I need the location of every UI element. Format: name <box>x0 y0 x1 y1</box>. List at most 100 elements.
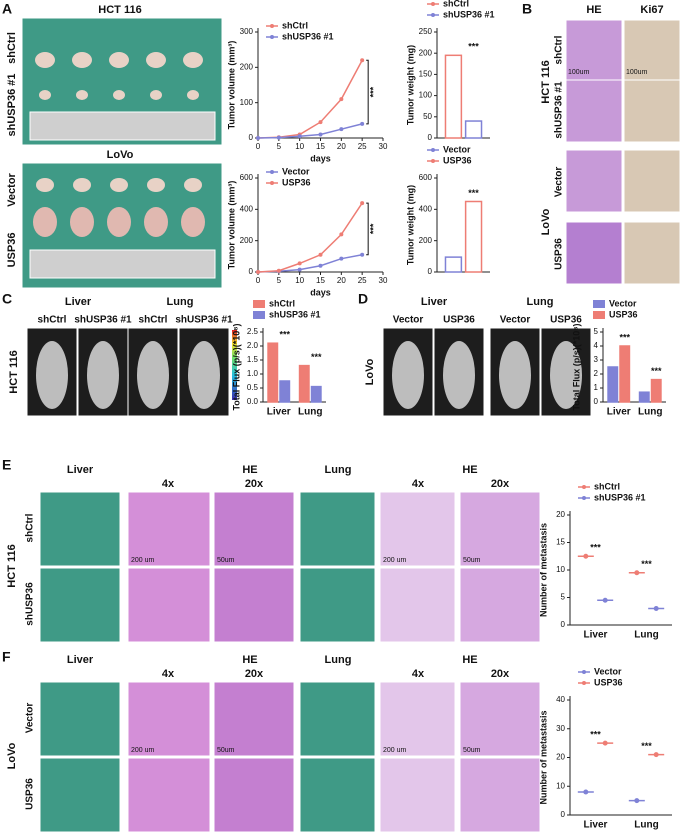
bar <box>650 378 662 403</box>
y-tick-label: 1.5 <box>247 355 259 364</box>
bar <box>638 391 650 403</box>
label: LoVo <box>364 358 376 385</box>
x-tick-label: 0 <box>256 276 261 285</box>
label: 4x <box>162 478 175 490</box>
label: Vector <box>6 172 18 206</box>
label: HCT 116 <box>8 350 20 393</box>
label: Vector <box>554 167 565 198</box>
tissue-image <box>39 567 121 643</box>
tumor <box>107 207 131 237</box>
tumor <box>73 178 91 192</box>
x-tick-label: 30 <box>379 142 388 151</box>
y-tick-label: 2.5 <box>247 327 259 336</box>
bar <box>619 345 631 403</box>
tumor <box>150 90 162 100</box>
series-line <box>257 202 363 273</box>
tissue-image <box>213 491 295 567</box>
y-tick-label: 0 <box>428 133 433 142</box>
x-tick-label: 25 <box>358 276 367 285</box>
he-stain <box>565 149 623 213</box>
tissue-image <box>459 757 541 833</box>
x-tick-label: Lung <box>298 407 322 418</box>
y-tick-label: 0 <box>594 397 599 406</box>
label: shCtrl <box>25 513 36 542</box>
legend-label: shUSP36 #1 <box>282 31 334 41</box>
label: 4x <box>162 668 175 680</box>
point <box>634 570 640 576</box>
tissue-image <box>39 491 121 567</box>
label: HE <box>462 464 477 476</box>
ki67-stain <box>623 149 681 213</box>
point <box>583 789 589 795</box>
legend-label: USP36 <box>282 177 311 187</box>
tumor <box>39 90 51 100</box>
ki67-stain <box>623 79 681 143</box>
x-tick-label: Lung <box>634 630 658 641</box>
y-axis-label: Number of metastasis <box>538 523 548 617</box>
x-tick-label: 15 <box>316 276 325 285</box>
y-tick-label: 2 <box>594 369 599 378</box>
point <box>276 135 281 140</box>
label: 100um <box>626 69 648 76</box>
bracket <box>366 202 369 256</box>
tissue-image <box>379 757 456 833</box>
y-tick-label: 200 <box>240 236 254 245</box>
label: Lung <box>167 296 194 308</box>
legend-label: shUSP36 #1 <box>594 492 646 502</box>
significance: *** <box>590 543 601 553</box>
label: 20x <box>245 478 264 490</box>
y-axis-label: Total Flux (p/s)(*10⁸) <box>571 323 581 410</box>
legend-dot <box>582 496 586 500</box>
tissue-image <box>459 491 541 567</box>
label: Vector <box>500 315 531 326</box>
mouse <box>188 341 220 409</box>
tissue-image <box>459 567 541 643</box>
bar <box>464 200 483 273</box>
label: Lung <box>325 464 352 476</box>
y-tick-label: 5 <box>561 593 566 602</box>
label: LoVo <box>6 742 18 769</box>
point <box>297 134 302 139</box>
label: HE <box>242 464 257 476</box>
tumor <box>72 52 92 68</box>
legend-swatch <box>253 311 265 319</box>
point <box>360 58 365 63</box>
significance: *** <box>619 332 630 342</box>
x-tick-label: Lung <box>638 407 662 418</box>
tumor <box>35 52 55 68</box>
legend-dot <box>270 24 274 28</box>
y-tick-label: 20 <box>556 510 565 519</box>
point <box>339 127 344 132</box>
tumor <box>181 207 205 237</box>
y-tick-label: 150 <box>419 70 433 79</box>
legend-dot <box>431 2 435 6</box>
legend-label: USP36 <box>443 155 472 165</box>
y-tick-label: 600 <box>419 173 433 182</box>
x-tick-label: Liver <box>607 407 631 418</box>
x-axis-label: days <box>310 287 331 297</box>
y-tick-label: 100 <box>240 98 254 107</box>
label: shUSP36 #1 <box>74 315 132 326</box>
y-tick-label: 50 <box>423 112 432 121</box>
bar <box>444 54 463 139</box>
tumor <box>183 52 203 68</box>
tissue-image <box>127 757 211 833</box>
x-tick-label: Liver <box>584 820 608 831</box>
legend-label: shCtrl <box>594 481 620 491</box>
label: 20x <box>491 668 510 680</box>
significance: *** <box>468 188 479 198</box>
legend-dot <box>582 485 586 489</box>
label: 20x <box>491 478 510 490</box>
y-tick-label: 40 <box>556 695 565 704</box>
point <box>297 261 302 266</box>
x-tick-label: 30 <box>379 276 388 285</box>
y-tick-label: 15 <box>556 538 565 547</box>
significance: *** <box>641 741 652 751</box>
point <box>297 267 302 272</box>
label: USP36 <box>6 233 18 268</box>
legend-dot <box>431 159 435 163</box>
x-tick-label: Liver <box>267 407 291 418</box>
tissue-image <box>459 681 541 757</box>
x-axis-label: days <box>310 153 331 163</box>
